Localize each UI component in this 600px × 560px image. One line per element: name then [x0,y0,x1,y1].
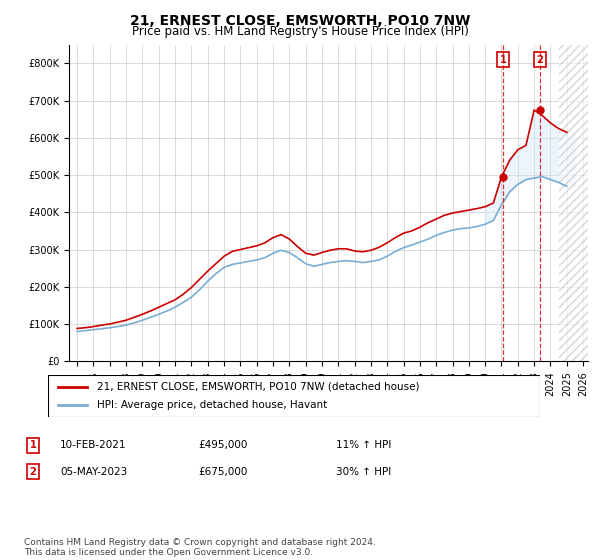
Text: 10-FEB-2021: 10-FEB-2021 [60,440,127,450]
Text: 1: 1 [500,55,506,65]
Text: HPI: Average price, detached house, Havant: HPI: Average price, detached house, Hava… [97,400,328,410]
Text: £675,000: £675,000 [198,466,247,477]
Text: £495,000: £495,000 [198,440,247,450]
Text: 2: 2 [29,466,37,477]
Text: 21, ERNEST CLOSE, EMSWORTH, PO10 7NW: 21, ERNEST CLOSE, EMSWORTH, PO10 7NW [130,14,470,28]
Text: Contains HM Land Registry data © Crown copyright and database right 2024.
This d: Contains HM Land Registry data © Crown c… [24,538,376,557]
Text: 05-MAY-2023: 05-MAY-2023 [60,466,127,477]
Bar [559,45,599,361]
Text: 11% ↑ HPI: 11% ↑ HPI [336,440,391,450]
Text: Price paid vs. HM Land Registry's House Price Index (HPI): Price paid vs. HM Land Registry's House … [131,25,469,38]
Text: 2: 2 [536,55,543,65]
Text: 21, ERNEST CLOSE, EMSWORTH, PO10 7NW (detached house): 21, ERNEST CLOSE, EMSWORTH, PO10 7NW (de… [97,382,420,392]
Text: 30% ↑ HPI: 30% ↑ HPI [336,466,391,477]
Text: 1: 1 [29,440,37,450]
